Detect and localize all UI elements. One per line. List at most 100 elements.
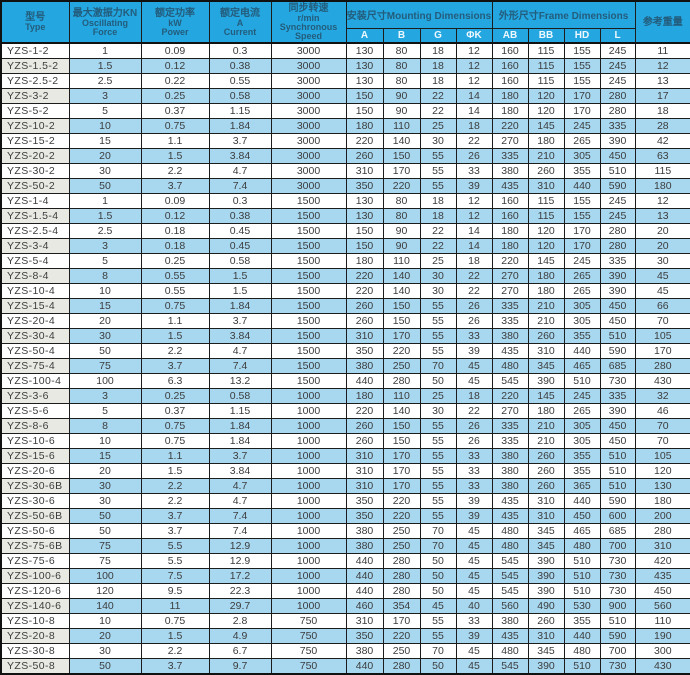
value-cell: 590 [599,628,636,644]
value-cell: 3000 [270,88,347,104]
model-cell: YZS-8-4 [0,268,70,284]
table-row: YZS-1.5-2 1.5 0.12 0.38 3000 130 80 18 12 160 115 1… [0,58,690,74]
value-cell: 50 [419,583,457,599]
value-cell: 55 [419,433,457,449]
value-cell: 70 [634,313,690,329]
value-cell: 1000 [270,583,347,599]
value-cell: 63 [634,148,690,164]
value-cell: 545 [491,373,529,389]
value-cell: 510 [599,478,636,494]
value-cell: 220 [382,493,421,509]
value-cell: 3000 [270,133,347,149]
value-cell: 25 [419,388,457,404]
table-row: YZS-140-6 140 11 29.7 1000 460 354 45 40 560 490 53… [0,598,690,614]
header-line: r/min [297,13,320,23]
value-cell: 18 [455,118,493,134]
value-cell: 13 [634,73,690,89]
value-cell: 0.18 [140,223,210,239]
model-cell: YZS-1-2 [0,42,70,59]
value-cell: 45 [455,523,493,539]
value-cell: 350 [345,493,384,509]
value-cell: 310 [345,463,384,479]
value-cell: 160 [491,42,529,59]
value-cell: 20 [634,223,690,239]
value-cell: 335 [491,433,529,449]
value-cell: 260 [527,328,565,344]
value-cell: 80 [382,73,421,89]
value-cell: 22 [419,223,457,239]
value-cell: 155 [563,193,601,209]
value-cell: 245 [563,388,601,404]
value-cell: 39 [455,178,493,194]
value-cell: 245 [599,193,636,209]
value-cell: 430 [634,373,690,389]
value-cell: 730 [599,658,636,675]
header-line: Speed [294,31,322,41]
value-cell: 55 [419,298,457,314]
value-cell: 380 [491,613,529,629]
value-cell: 1.84 [208,418,272,434]
value-cell: 0.38 [208,58,272,74]
value-cell: 0.37 [140,403,210,419]
header-line: 型号 [25,12,46,23]
value-cell: 460 [345,598,384,614]
value-cell: 1500 [270,298,347,314]
value-cell: 220 [382,343,421,359]
table-row: YZS-1.5-4 1.5 0.12 0.38 1500 130 80 18 12 160 115 1… [0,208,690,224]
value-cell: 250 [382,358,421,374]
value-cell: 33 [455,463,493,479]
value-cell: 2.2 [140,163,210,179]
model-cell: YZS-50-2 [0,178,70,194]
value-cell: 7.5 [140,568,210,584]
value-cell: 90 [382,88,421,104]
value-cell: 10 [68,118,142,134]
value-cell: 4.7 [208,493,272,509]
value-cell: 180 [527,268,565,284]
value-cell: 2.2 [140,478,210,494]
model-cell: YZS-100-4 [0,373,70,389]
value-cell: 6.3 [140,373,210,389]
model-cell: YZS-3-2 [0,88,70,104]
value-cell: 33 [455,163,493,179]
value-cell: 18 [419,193,457,209]
value-cell: 3 [68,238,142,254]
value-cell: 180 [491,103,529,119]
value-cell: 26 [455,148,493,164]
value-cell: 140 [68,598,142,614]
value-cell: 0.12 [140,208,210,224]
value-cell: 210 [527,418,565,434]
subcol-header-hd: HD [563,27,601,44]
table-row: YZS-100-6 100 7.5 17.2 1000 440 280 50 45 545 390 5… [0,568,690,584]
value-cell: 66 [634,298,690,314]
value-cell: 590 [599,343,636,359]
value-cell: 220 [382,178,421,194]
value-cell: 305 [563,148,601,164]
value-cell: 30 [419,403,457,419]
col-header-synchronous-speed: 同步转速 r/min Synchronous Speed [270,0,347,44]
value-cell: 390 [527,583,565,599]
table-header: 型号 Type 最大激振力KN Oscillating Force 额定功率 k… [0,0,690,44]
value-cell: 155 [563,42,601,59]
value-cell: 545 [491,553,529,569]
value-cell: 0.45 [208,223,272,239]
table-row: YZS-20-8 20 1.5 4.9 750 350 220 55 39 435 310 440 59… [0,628,690,644]
value-cell: 115 [527,208,565,224]
value-cell: 1500 [270,238,347,254]
value-cell: 115 [527,193,565,209]
value-cell: 22 [455,133,493,149]
subcol-header-g: G [419,27,457,44]
value-cell: 310 [527,178,565,194]
value-cell: 75 [68,538,142,554]
value-cell: 435 [491,493,529,509]
value-cell: 20 [68,628,142,644]
value-cell: 280 [599,88,636,104]
value-cell: 0.09 [140,42,210,59]
value-cell: 310 [345,448,384,464]
value-cell: 510 [563,658,601,675]
value-cell: 3000 [270,148,347,164]
value-cell: 115 [527,42,565,59]
value-cell: 1 [68,42,142,59]
value-cell: 2.2 [140,643,210,659]
value-cell: 260 [345,148,384,164]
value-cell: 4.7 [208,478,272,494]
